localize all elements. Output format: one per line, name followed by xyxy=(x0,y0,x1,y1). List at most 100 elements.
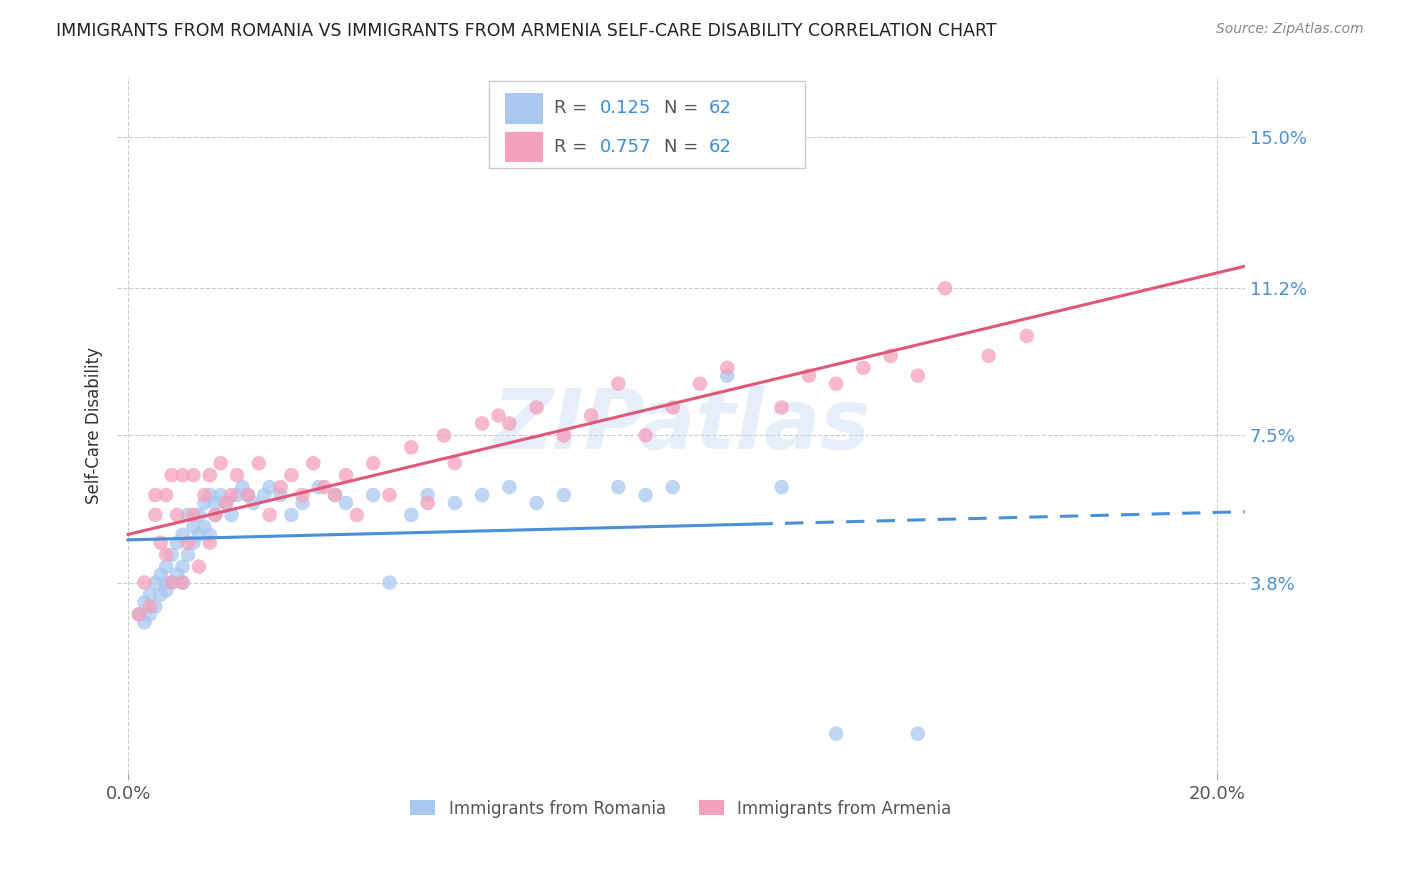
Point xyxy=(661,480,683,494)
Point xyxy=(177,548,200,562)
Point xyxy=(907,726,929,740)
Point xyxy=(139,587,162,601)
Point xyxy=(378,575,401,590)
Point xyxy=(433,428,456,442)
Point xyxy=(270,480,292,494)
Point xyxy=(160,468,183,483)
Point xyxy=(183,508,205,522)
Point xyxy=(143,575,166,590)
Point xyxy=(160,575,183,590)
Point xyxy=(155,488,177,502)
Point xyxy=(498,480,520,494)
Point xyxy=(139,607,162,622)
Point xyxy=(579,409,602,423)
Point xyxy=(689,376,711,391)
Point xyxy=(335,468,357,483)
Point xyxy=(149,587,172,601)
Point xyxy=(291,496,314,510)
Point xyxy=(378,488,401,502)
Point xyxy=(143,599,166,614)
Text: 0.757: 0.757 xyxy=(600,138,651,156)
Point xyxy=(280,508,302,522)
Point xyxy=(314,480,336,494)
Point xyxy=(204,508,226,522)
Point xyxy=(498,417,520,431)
Point xyxy=(259,480,281,494)
Point xyxy=(149,535,172,549)
Point xyxy=(166,535,188,549)
Point xyxy=(259,508,281,522)
Point xyxy=(416,488,439,502)
Point xyxy=(361,456,384,470)
Point xyxy=(221,488,243,502)
Point xyxy=(160,548,183,562)
Point xyxy=(526,496,548,510)
Point xyxy=(907,368,929,383)
Point xyxy=(193,496,215,510)
Point xyxy=(183,520,205,534)
Point xyxy=(183,535,205,549)
Point xyxy=(134,595,156,609)
Point xyxy=(177,535,200,549)
Point xyxy=(143,508,166,522)
Text: R =: R = xyxy=(554,138,592,156)
Text: 62: 62 xyxy=(709,99,733,118)
Point xyxy=(335,496,357,510)
Point xyxy=(193,520,215,534)
Point xyxy=(302,456,325,470)
Point xyxy=(172,559,194,574)
Point xyxy=(242,496,264,510)
Point xyxy=(323,488,346,502)
Point xyxy=(797,368,820,383)
Y-axis label: Self-Care Disability: Self-Care Disability xyxy=(86,347,103,504)
Point xyxy=(198,528,221,542)
Point xyxy=(346,508,368,522)
Point xyxy=(209,456,232,470)
Point xyxy=(977,349,1000,363)
Point xyxy=(444,456,467,470)
Point xyxy=(160,575,183,590)
Point xyxy=(155,559,177,574)
Point xyxy=(155,575,177,590)
Point xyxy=(361,488,384,502)
Point xyxy=(607,480,630,494)
Point xyxy=(209,488,232,502)
Point xyxy=(770,480,793,494)
Point xyxy=(471,488,494,502)
Text: R =: R = xyxy=(554,99,592,118)
Point xyxy=(236,488,259,502)
Point xyxy=(553,488,575,502)
Point xyxy=(444,496,467,510)
Point xyxy=(247,456,270,470)
Point xyxy=(226,468,249,483)
Point xyxy=(661,401,683,415)
Text: N =: N = xyxy=(664,138,704,156)
Point xyxy=(236,488,259,502)
Point xyxy=(187,559,209,574)
Point xyxy=(770,401,793,415)
Point xyxy=(166,567,188,582)
Text: 62: 62 xyxy=(709,138,733,156)
Point xyxy=(253,488,276,502)
Text: 0.125: 0.125 xyxy=(600,99,651,118)
Point xyxy=(323,488,346,502)
FancyBboxPatch shape xyxy=(505,93,543,124)
Point xyxy=(187,528,209,542)
Point xyxy=(172,575,194,590)
Legend: Immigrants from Romania, Immigrants from Armenia: Immigrants from Romania, Immigrants from… xyxy=(404,793,959,824)
Point xyxy=(716,360,738,375)
Point xyxy=(215,496,238,510)
Point xyxy=(401,440,423,454)
Point xyxy=(134,615,156,630)
Point xyxy=(183,468,205,483)
Point xyxy=(231,480,253,494)
Point xyxy=(172,575,194,590)
Point xyxy=(198,488,221,502)
Point xyxy=(149,567,172,582)
Point xyxy=(934,281,956,295)
Point xyxy=(607,376,630,391)
Point xyxy=(716,368,738,383)
Point xyxy=(226,488,249,502)
Point xyxy=(488,409,510,423)
Point xyxy=(204,496,226,510)
